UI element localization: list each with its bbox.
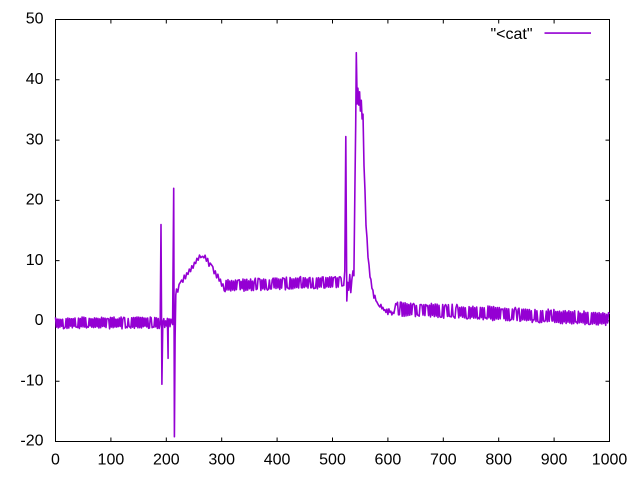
svg-text:1000: 1000 — [592, 452, 628, 469]
svg-text:40: 40 — [26, 71, 44, 88]
svg-text:-20: -20 — [20, 433, 43, 450]
svg-text:30: 30 — [26, 131, 44, 148]
svg-text:300: 300 — [208, 452, 235, 469]
svg-text:0: 0 — [35, 312, 44, 329]
svg-text:200: 200 — [153, 452, 180, 469]
svg-text:900: 900 — [541, 452, 568, 469]
svg-text:10: 10 — [26, 252, 44, 269]
svg-text:50: 50 — [26, 11, 44, 28]
svg-text:-10: -10 — [20, 372, 43, 389]
svg-text:0: 0 — [51, 452, 60, 469]
svg-text:100: 100 — [98, 452, 125, 469]
svg-text:20: 20 — [26, 192, 44, 209]
svg-text:800: 800 — [485, 452, 512, 469]
svg-text:600: 600 — [375, 452, 402, 469]
svg-text:400: 400 — [264, 452, 291, 469]
svg-text:700: 700 — [430, 452, 457, 469]
svg-text:500: 500 — [319, 452, 346, 469]
svg-text:"<cat": "<cat" — [490, 26, 532, 43]
